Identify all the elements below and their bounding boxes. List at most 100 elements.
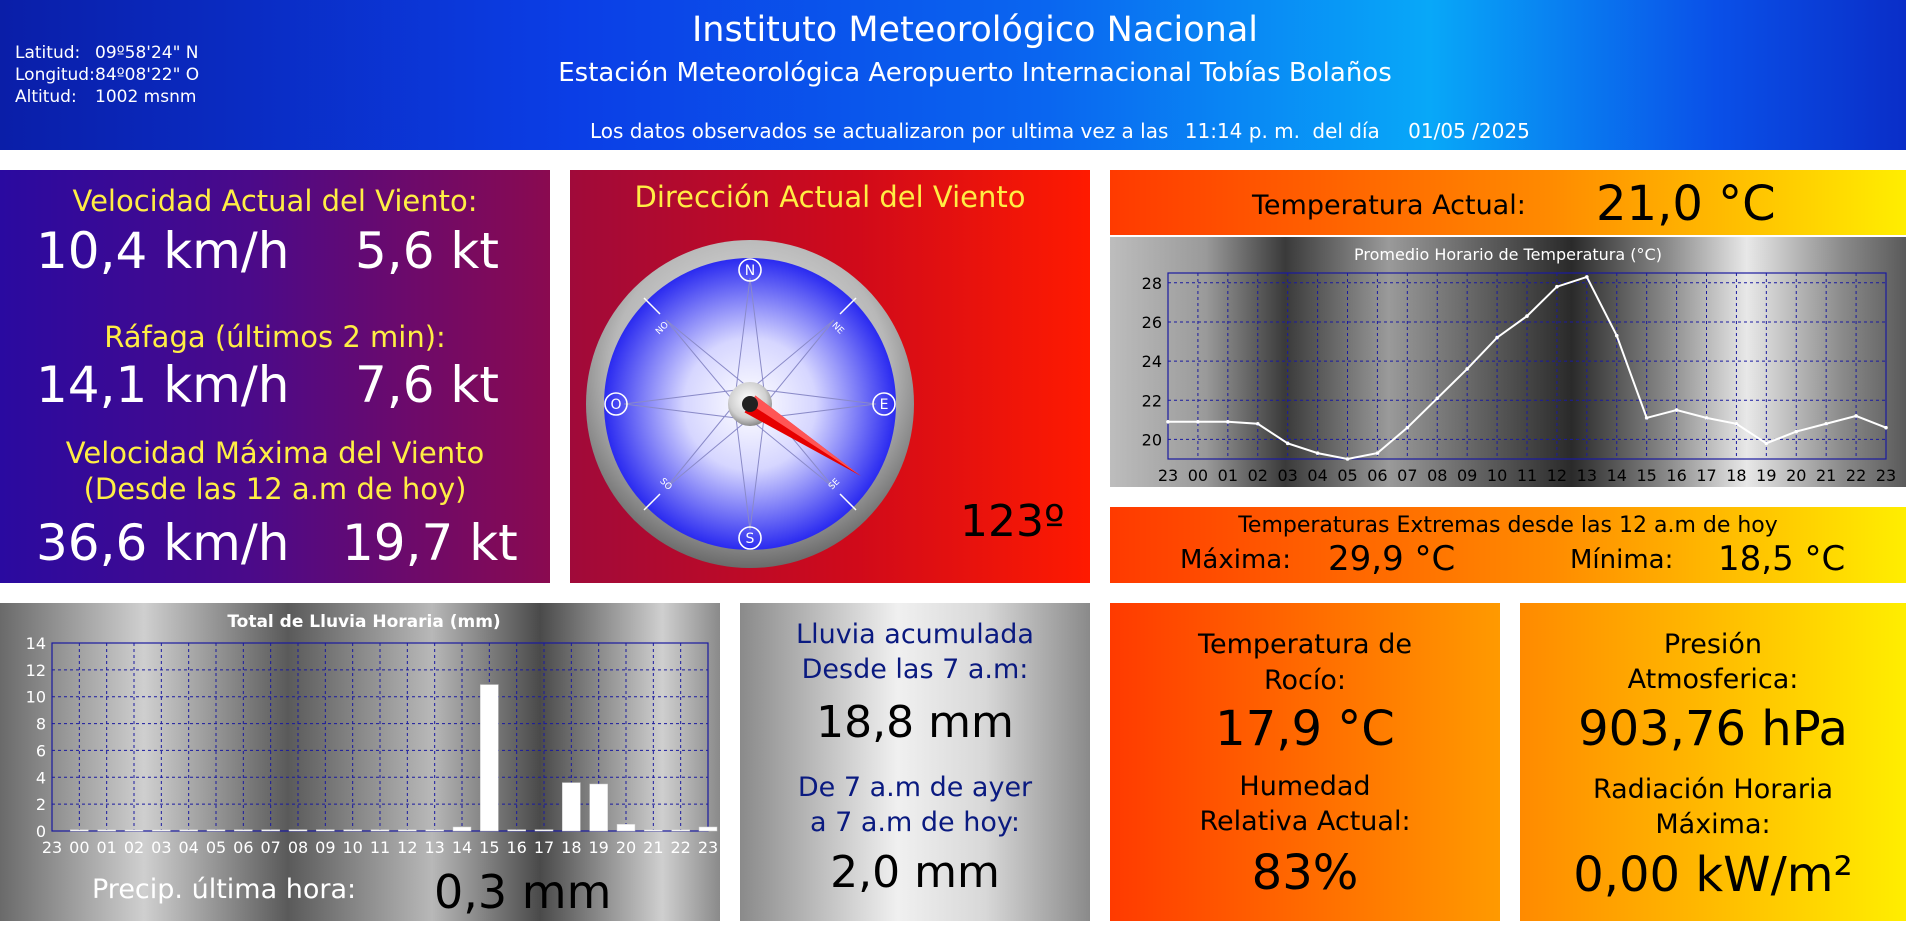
max-wind-label: Velocidad Máxima del Viento xyxy=(65,436,485,470)
rain-x-tick-label: 21 xyxy=(643,838,663,857)
temp-y-tick-label: 24 xyxy=(1142,352,1162,371)
temperature-point xyxy=(1465,367,1469,371)
yesterday-label-line1: De 7 a.m de ayer xyxy=(797,772,1033,803)
temp-x-tick-label: 15 xyxy=(1636,466,1656,485)
temperature-point xyxy=(1614,333,1619,338)
temperature-point xyxy=(1854,414,1858,418)
rain-y-tick-label: 14 xyxy=(26,634,46,653)
temperature-point xyxy=(1884,425,1888,430)
rain-x-tick-label: 23 xyxy=(42,838,62,857)
accumulated-today-value: 18,8 mm xyxy=(816,697,1014,748)
rain-bar xyxy=(206,829,226,832)
max-wind-kt: 19,7 kt xyxy=(342,514,518,572)
temperature-point xyxy=(1585,275,1589,279)
intercardinal-ticks xyxy=(643,297,857,511)
temperature-point xyxy=(1375,451,1380,455)
temp-x-tick-label: 07 xyxy=(1397,466,1417,485)
rain-x-tick-label: 13 xyxy=(424,838,444,857)
rain-chart-grid xyxy=(51,642,709,832)
hourly-rain-panel: Total de Lluvia Horaria (mm) 0 2 4 6 8 10 12 14… xyxy=(0,603,720,921)
dew-label-line1: Temperatura de xyxy=(1198,629,1412,660)
rain-bar xyxy=(316,829,335,832)
rain-y-tick-label: 2 xyxy=(36,795,46,814)
latitude-label: Latitud: xyxy=(15,43,81,63)
cardinal-rings xyxy=(604,258,896,550)
temperature-point xyxy=(1674,408,1679,412)
temp-y-tick-label: 26 xyxy=(1142,313,1162,332)
humidity-label-line1: Humedad xyxy=(1239,771,1371,802)
temperature-point xyxy=(1734,421,1739,426)
temperature-point xyxy=(1644,416,1649,420)
temp-x-tick-label: 14 xyxy=(1607,466,1627,485)
last-hour-rain-value: 0,3 mm xyxy=(434,865,612,919)
needle-pivot xyxy=(742,396,758,412)
temperature-point xyxy=(1255,421,1260,426)
temperature-point xyxy=(1285,441,1290,446)
temperature-point xyxy=(1704,416,1709,420)
temp-x-tick-label: 17 xyxy=(1696,466,1716,485)
extremes-title: Temperaturas Extremas desde las 12 a.m d… xyxy=(1238,513,1778,538)
humidity-label-line2: Relativa Actual: xyxy=(1199,806,1411,837)
rain-bar xyxy=(480,684,499,832)
update-date: 01/05 /2025 xyxy=(1408,119,1530,143)
temperature-point xyxy=(1345,457,1350,461)
temp-x-tick-label: 00 xyxy=(1188,466,1208,485)
rain-bar xyxy=(97,829,116,832)
current-wind-kt: 5,6 kt xyxy=(355,222,499,280)
rain-y-ticks: 0 2 4 6 8 10 12 14 xyxy=(26,634,46,841)
temp-x-tick-label: 16 xyxy=(1666,466,1686,485)
temp-x-tick-label: 19 xyxy=(1756,466,1776,485)
gust-kmh: 14,1 km/h xyxy=(36,356,290,414)
rain-y-tick-label: 10 xyxy=(26,688,46,707)
rain-chart-title: Total de Lluvia Horaria (mm) xyxy=(227,612,500,632)
rain-bar xyxy=(398,829,417,832)
temp-x-tick-label: 09 xyxy=(1457,466,1477,485)
humidity-value: 83% xyxy=(1251,845,1359,901)
temperature-point xyxy=(1196,420,1200,424)
temperature-point xyxy=(1495,335,1499,340)
rain-bar xyxy=(616,824,636,832)
pressure-value: 903,76 hPa xyxy=(1578,701,1848,757)
yesterday-label-line2: a 7 a.m de hoy: xyxy=(810,807,1020,838)
compass-rose xyxy=(623,277,877,531)
altitude-value: 1002 msnm xyxy=(95,87,197,107)
rain-bar xyxy=(288,829,308,832)
rain-bar xyxy=(425,829,444,832)
rain-x-tick-label: 00 xyxy=(69,838,89,857)
temperature-y-ticks: 20 22 24 26 28 xyxy=(1142,274,1162,450)
rain-x-tick-label: 05 xyxy=(206,838,226,857)
temperature-point xyxy=(1166,420,1170,424)
rain-x-tick-label: 14 xyxy=(452,838,472,857)
current-temperature-panel: Temperatura Actual: 21,0 °C xyxy=(1110,170,1906,235)
rain-bar xyxy=(452,826,472,832)
altitude-label: Altitud: xyxy=(15,87,77,107)
wind-direction-title: Dirección Actual del Viento xyxy=(634,180,1026,214)
rain-x-tick-label: 23 xyxy=(698,838,718,857)
wind-direction-degrees: 123º xyxy=(960,496,1065,547)
rain-x-tick-label: 06 xyxy=(233,838,253,857)
wind-speed-panel: Velocidad Actual del Viento: 10,4 km/h 5… xyxy=(0,170,550,583)
rain-x-tick-label: 03 xyxy=(151,838,171,857)
temp-x-tick-label: 01 xyxy=(1218,466,1238,485)
radiation-label-line2: Máxima: xyxy=(1655,809,1771,840)
rain-x-tick-label: 16 xyxy=(506,838,526,857)
header-banner: Latitud: 09º58'24" N Longitud:84º08'22" O… xyxy=(0,0,1906,150)
max-wind-sublabel: (Desde las 12 a.m de hoy) xyxy=(83,472,467,506)
rain-y-tick-label: 8 xyxy=(36,715,46,734)
rain-x-tick-label: 08 xyxy=(288,838,308,857)
rain-bar xyxy=(124,829,144,832)
rain-bar xyxy=(234,829,253,832)
max-temp-value: 29,9 °C xyxy=(1328,539,1456,579)
accumulated-label-line2: Desde las 7 a.m: xyxy=(801,654,1029,685)
compass: NO NE SO SE N E S O xyxy=(586,240,914,568)
temperature-point xyxy=(1435,396,1440,401)
temp-x-tick-label: 22 xyxy=(1846,466,1866,485)
max-temp-label: Máxima: xyxy=(1180,545,1291,575)
radiation-value: 0,00 kW/m² xyxy=(1573,847,1853,903)
rain-x-tick-label: 07 xyxy=(260,838,280,857)
accumulated-rain-panel: Lluvia acumulada Desde las 7 a.m: 18,8 m… xyxy=(740,603,1090,921)
rain-bar xyxy=(534,829,554,832)
update-day-label: del día xyxy=(1312,119,1380,143)
rain-bar xyxy=(671,829,690,832)
min-temp-value: 18,5 °C xyxy=(1718,539,1846,579)
